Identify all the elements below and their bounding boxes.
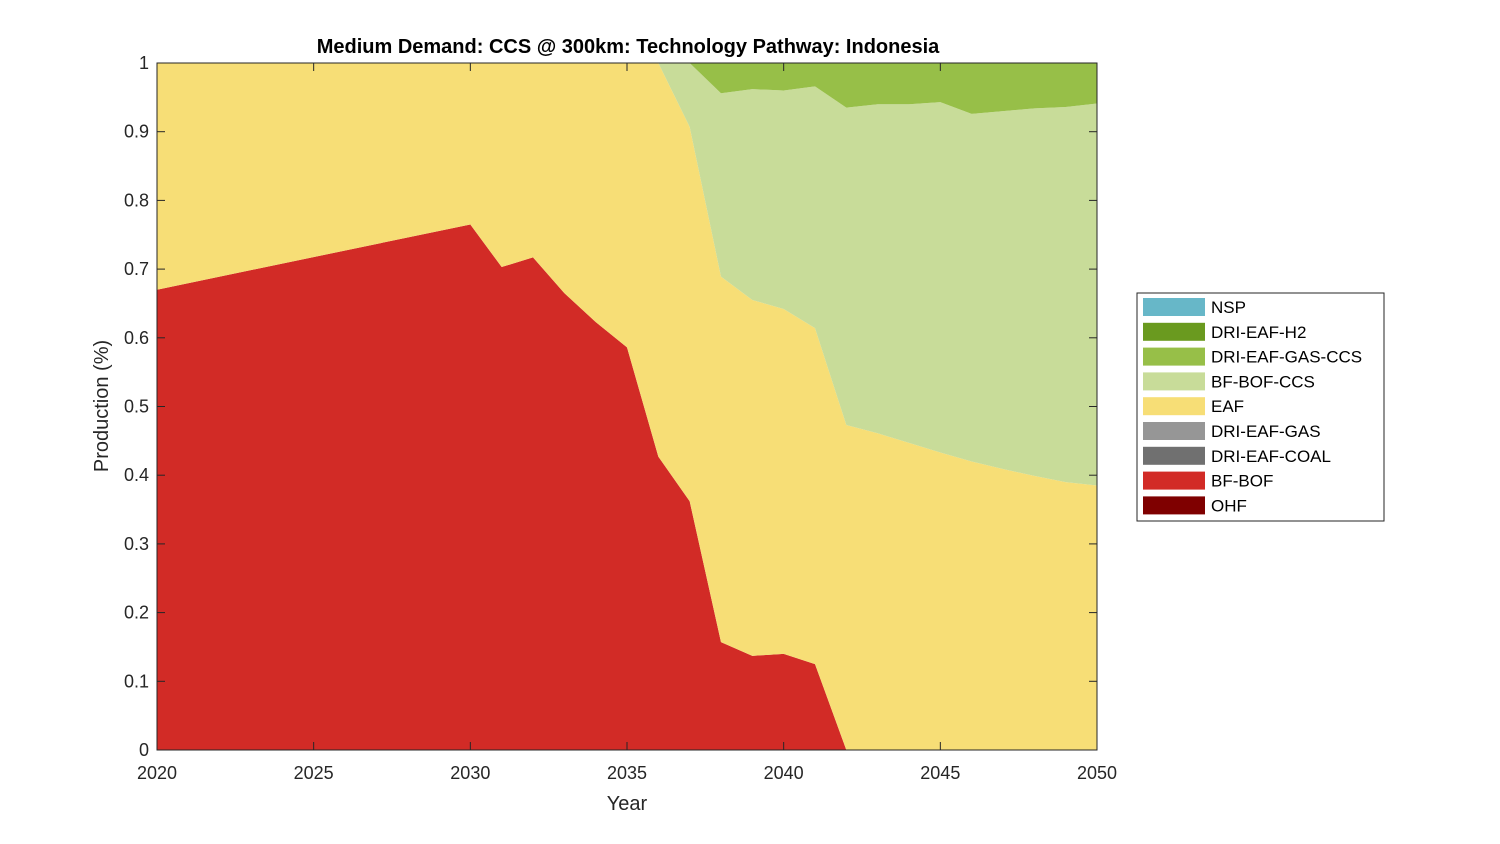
legend-label: DRI-EAF-GAS-CCS <box>1211 348 1362 367</box>
legend-label: BF-BOF <box>1211 472 1273 491</box>
y-tick-label: 0.2 <box>124 603 149 623</box>
y-tick-label: 0.4 <box>124 465 149 485</box>
legend-swatch-bf-bof <box>1143 471 1205 490</box>
y-tick-label: 0.9 <box>124 122 149 142</box>
x-tick-label: 2050 <box>1077 763 1117 783</box>
legend-label: DRI-EAF-H2 <box>1211 323 1306 342</box>
area-bf-bof <box>157 224 1097 750</box>
x-tick-label: 2030 <box>450 763 490 783</box>
chart-title: Medium Demand: CCS @ 300km: Technology P… <box>317 36 940 58</box>
legend-label: OHF <box>1211 496 1247 515</box>
legend-label: BF-BOF-CCS <box>1211 372 1315 391</box>
legend-label: NSP <box>1211 298 1246 317</box>
y-tick-label: 0.8 <box>124 190 149 210</box>
y-tick-label: 0.7 <box>124 259 149 279</box>
legend-swatch-nsp <box>1143 298 1205 316</box>
area-dri-eaf-gas-ccs <box>157 63 1097 114</box>
legend-swatch-dri-eaf-coal <box>1143 446 1205 465</box>
legend-swatch-dri-eaf-gas-ccs <box>1143 347 1205 366</box>
legend-swatch-bf-bof-ccs <box>1143 372 1205 391</box>
y-tick-label: 0.5 <box>124 397 149 417</box>
area-bf-bof-ccs <box>157 63 1097 486</box>
x-axis: 2020 2025 2030 2035 2040 2045 2050 <box>137 63 1117 783</box>
y-axis: 0 0.1 0.2 0.3 0.4 0.5 0.6 0.7 0.8 0.9 1 <box>124 53 1097 760</box>
plot-area <box>157 63 1097 750</box>
x-tick-label: 2035 <box>607 763 647 783</box>
legend-label: EAF <box>1211 397 1244 416</box>
y-tick-label: 0.1 <box>124 671 149 691</box>
legend-swatch-dri-eaf-gas <box>1143 422 1205 440</box>
legend-swatch-dri-eaf-h2 <box>1143 322 1205 341</box>
legend-label: DRI-EAF-GAS <box>1211 422 1321 441</box>
x-tick-label: 2025 <box>294 763 334 783</box>
y-tick-label: 1 <box>139 53 149 73</box>
legend: NSP DRI-EAF-H2 DRI-EAF-GAS-CCS BF-BOF-CCS EA… <box>1136 292 1385 522</box>
x-tick-label: 2045 <box>920 763 960 783</box>
y-tick-label: 0 <box>139 740 149 760</box>
x-tick-label: 2040 <box>764 763 804 783</box>
y-tick-label: 0.6 <box>124 328 149 348</box>
x-axis-label: Year <box>607 793 648 815</box>
x-tick-label: 2020 <box>137 763 177 783</box>
y-tick-label: 0.3 <box>124 534 149 554</box>
legend-swatch-eaf <box>1143 397 1205 416</box>
legend-swatch-ohf <box>1143 496 1205 515</box>
y-axis-label: Production (%) <box>91 340 113 472</box>
area-eaf <box>157 63 1097 750</box>
legend-label: DRI-EAF-COAL <box>1211 447 1331 466</box>
